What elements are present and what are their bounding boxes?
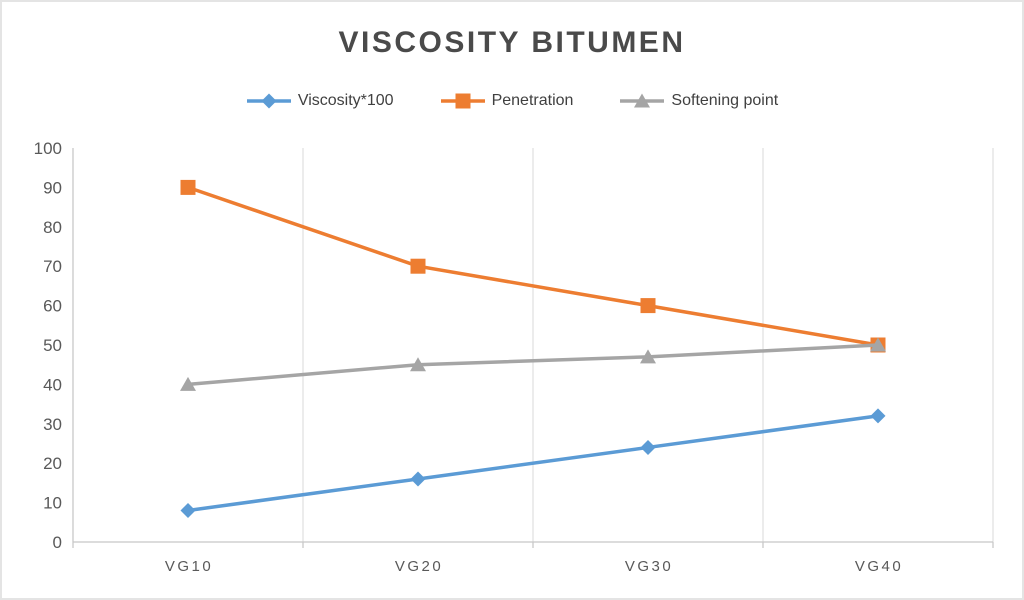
y-axis-tick-label: 100: [34, 139, 62, 158]
legend-square-icon: [440, 93, 485, 109]
y-axis-tick-label: 30: [43, 415, 62, 434]
y-axis-tick-label: 50: [43, 336, 62, 355]
series-line: [187, 414, 879, 513]
chart-legend: Viscosity*100 Penetration Softening point: [2, 92, 1022, 110]
data-point-marker: [640, 439, 656, 455]
data-point-marker: [180, 502, 196, 518]
legend-item: Softening point: [619, 92, 778, 110]
y-axis-tick-label: 10: [43, 494, 62, 513]
data-point-marker: [640, 349, 656, 364]
data-point-marker: [410, 471, 426, 487]
y-axis-tick-label: 60: [43, 297, 62, 316]
x-axis-label: VG20: [395, 558, 443, 575]
series-line: [187, 343, 879, 387]
legend-label: Viscosity*100: [297, 92, 394, 109]
data-point-marker: [410, 258, 426, 274]
data-point-marker: [180, 376, 196, 391]
series-line: [187, 185, 879, 347]
y-axis-tick-label: 40: [43, 375, 62, 394]
x-axis-label: VG40: [855, 558, 903, 575]
x-axis-label: VG30: [625, 558, 673, 575]
y-axis-tick-label: 20: [43, 454, 62, 473]
legend-item: Viscosity*100: [246, 92, 394, 110]
data-point-marker: [410, 357, 426, 372]
legend-triangle-icon: [620, 93, 665, 108]
data-point-marker: [180, 179, 196, 195]
legend-label: Softening point: [671, 92, 779, 109]
data-point-marker: [640, 298, 656, 314]
y-axis-tick-label: 0: [53, 533, 62, 552]
y-axis-tick-label: 90: [43, 178, 62, 197]
data-point-marker: [870, 337, 886, 352]
legend-diamond-icon: [246, 93, 291, 109]
y-axis-tick-label: 80: [43, 218, 62, 237]
y-axis-tick-label: 70: [43, 257, 62, 276]
legend-item: Penetration: [440, 92, 574, 110]
legend-label: Penetration: [491, 92, 574, 109]
chart-title: VISCOSITY BITUMEN: [338, 26, 686, 59]
x-axis-label: VG10: [165, 558, 213, 575]
data-point-marker: [870, 408, 886, 424]
